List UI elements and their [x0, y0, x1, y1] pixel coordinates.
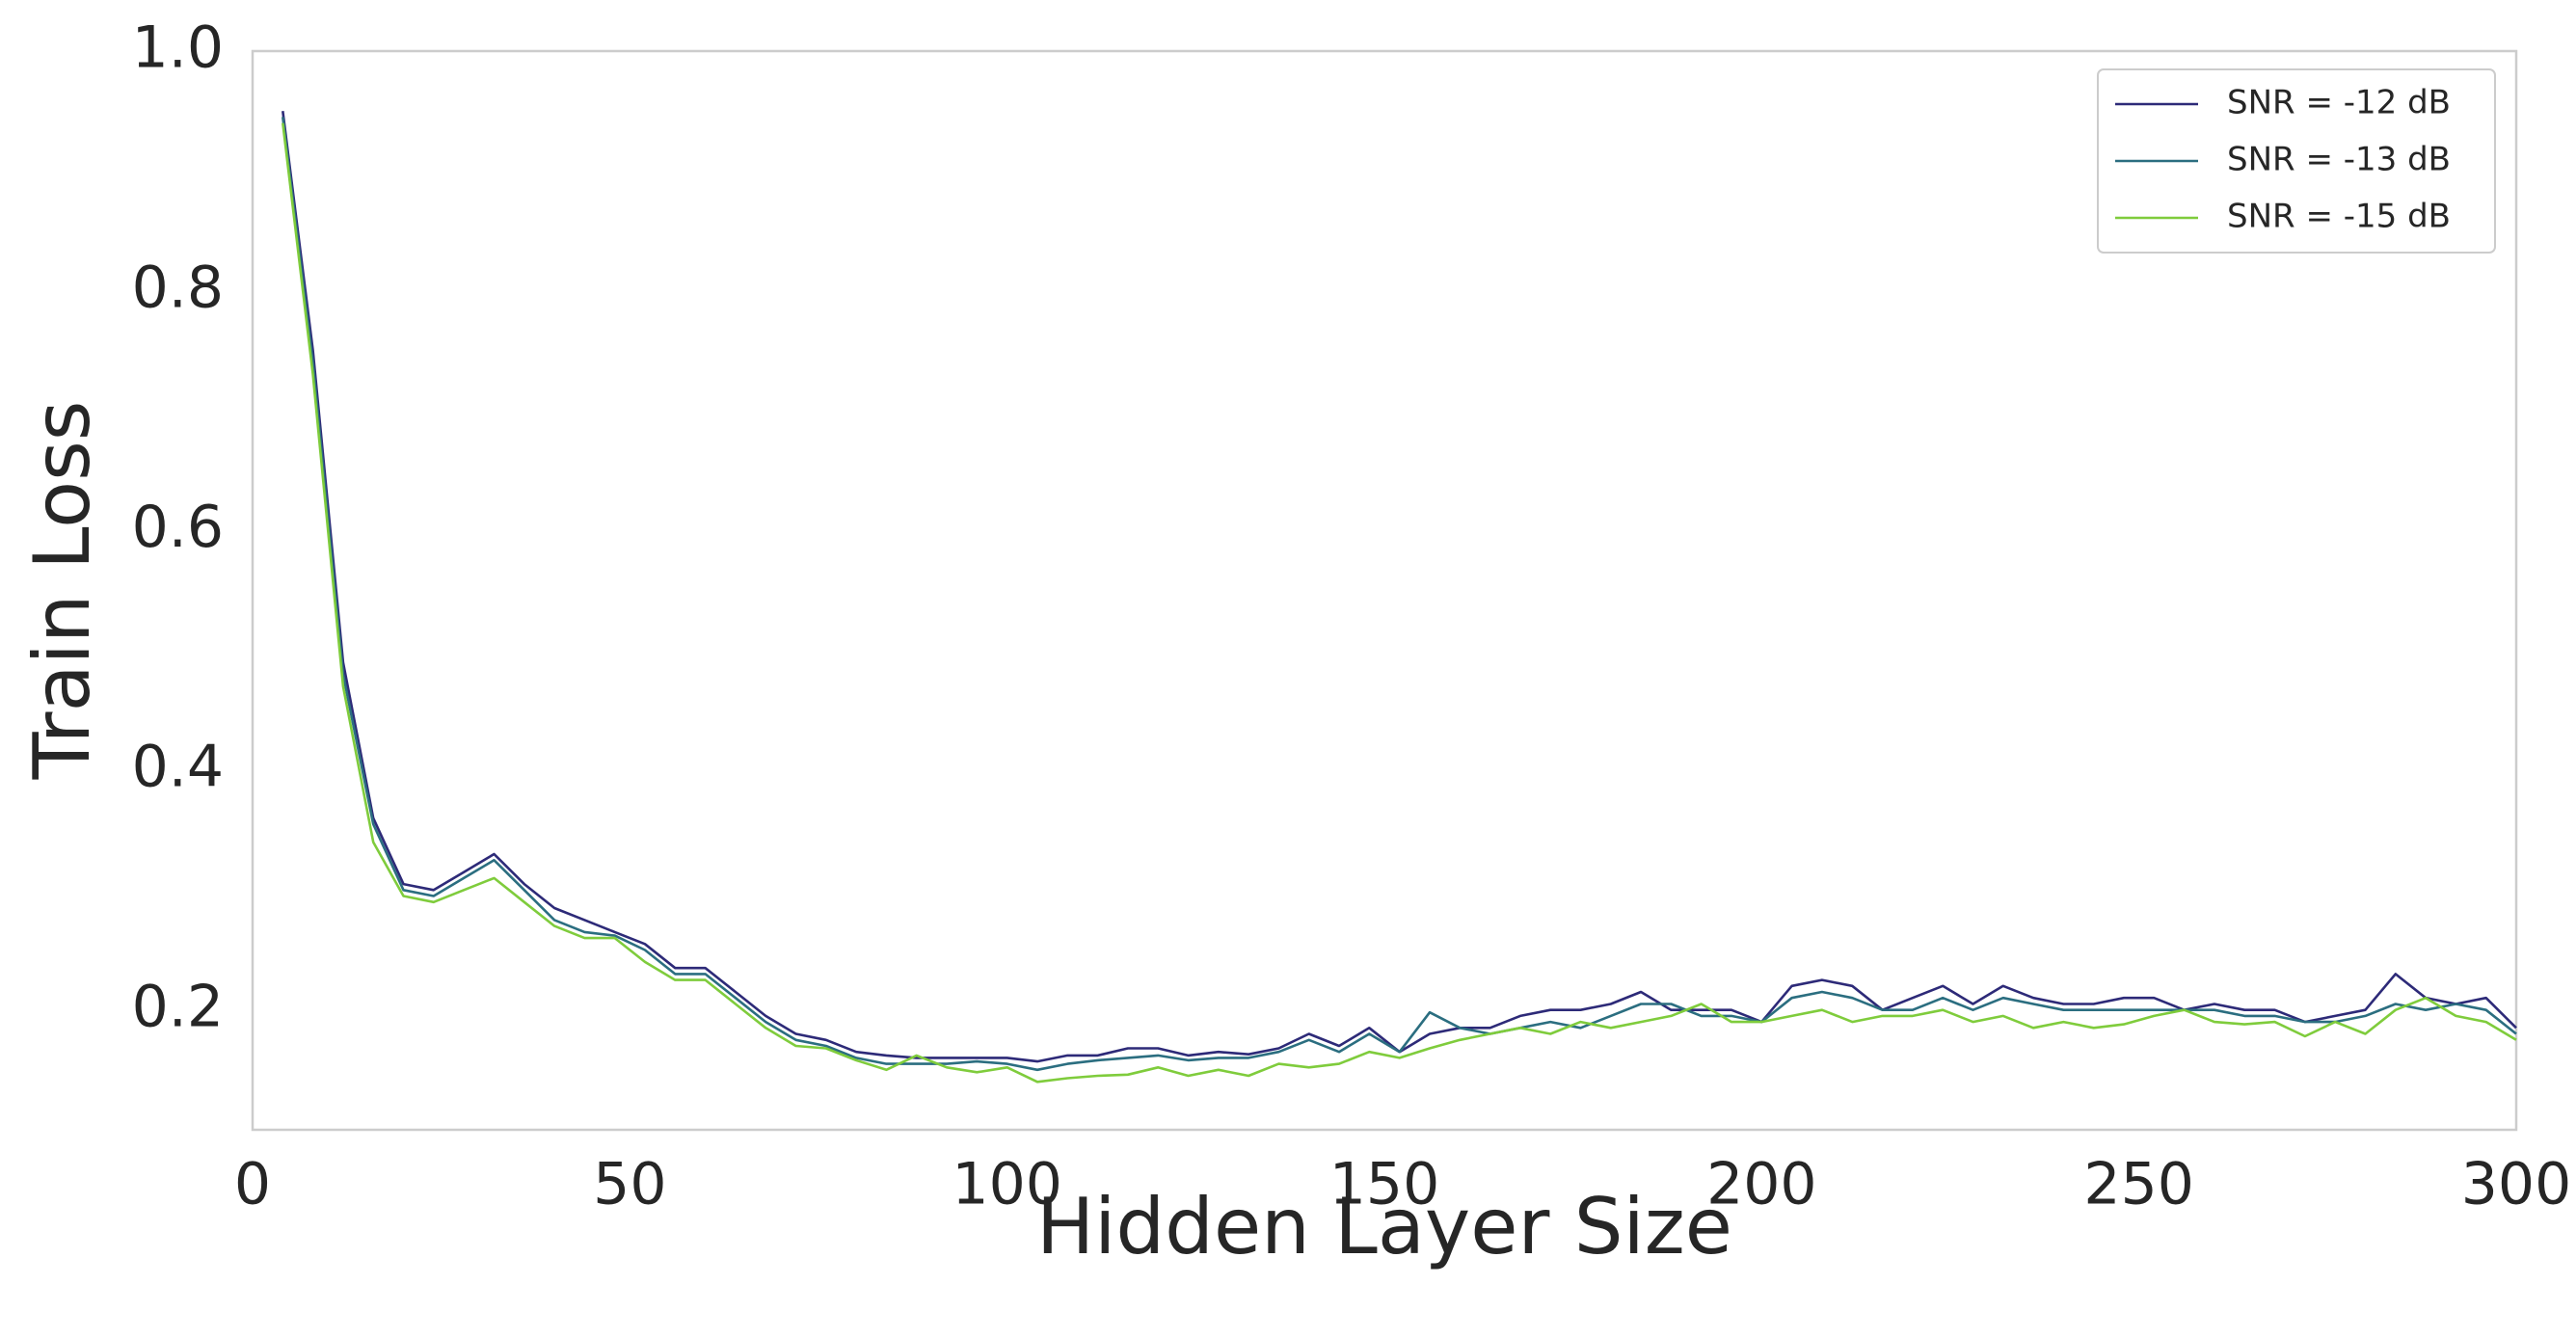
x-tick-label: 250 [2083, 1151, 2194, 1218]
y-tick-label: 0.8 [132, 254, 224, 321]
legend-label: SNR = -13 dB [2227, 141, 2451, 179]
x-tick-label: 100 [952, 1151, 1062, 1218]
x-axis-label: Hidden Layer Size [1036, 1182, 1732, 1271]
legend-label: SNR = -15 dB [2227, 198, 2451, 236]
x-tick-label: 50 [593, 1151, 666, 1218]
legend-label: SNR = -12 dB [2227, 84, 2451, 122]
series-line [282, 117, 2517, 1072]
y-axis-label: Train Loss [17, 401, 107, 781]
y-tick-label: 1.0 [132, 14, 224, 82]
x-tick-label: 200 [1706, 1151, 1817, 1218]
y-tick-label: 0.6 [132, 494, 224, 561]
series-line [282, 122, 2517, 1084]
x-tick-label: 0 [234, 1151, 271, 1218]
legend-box [2097, 68, 2496, 254]
x-tick-label: 300 [2461, 1151, 2572, 1218]
x-tick-label: 150 [1329, 1151, 1440, 1218]
y-tick-label: 0.2 [132, 973, 224, 1040]
y-tick-label: 0.4 [132, 734, 224, 801]
